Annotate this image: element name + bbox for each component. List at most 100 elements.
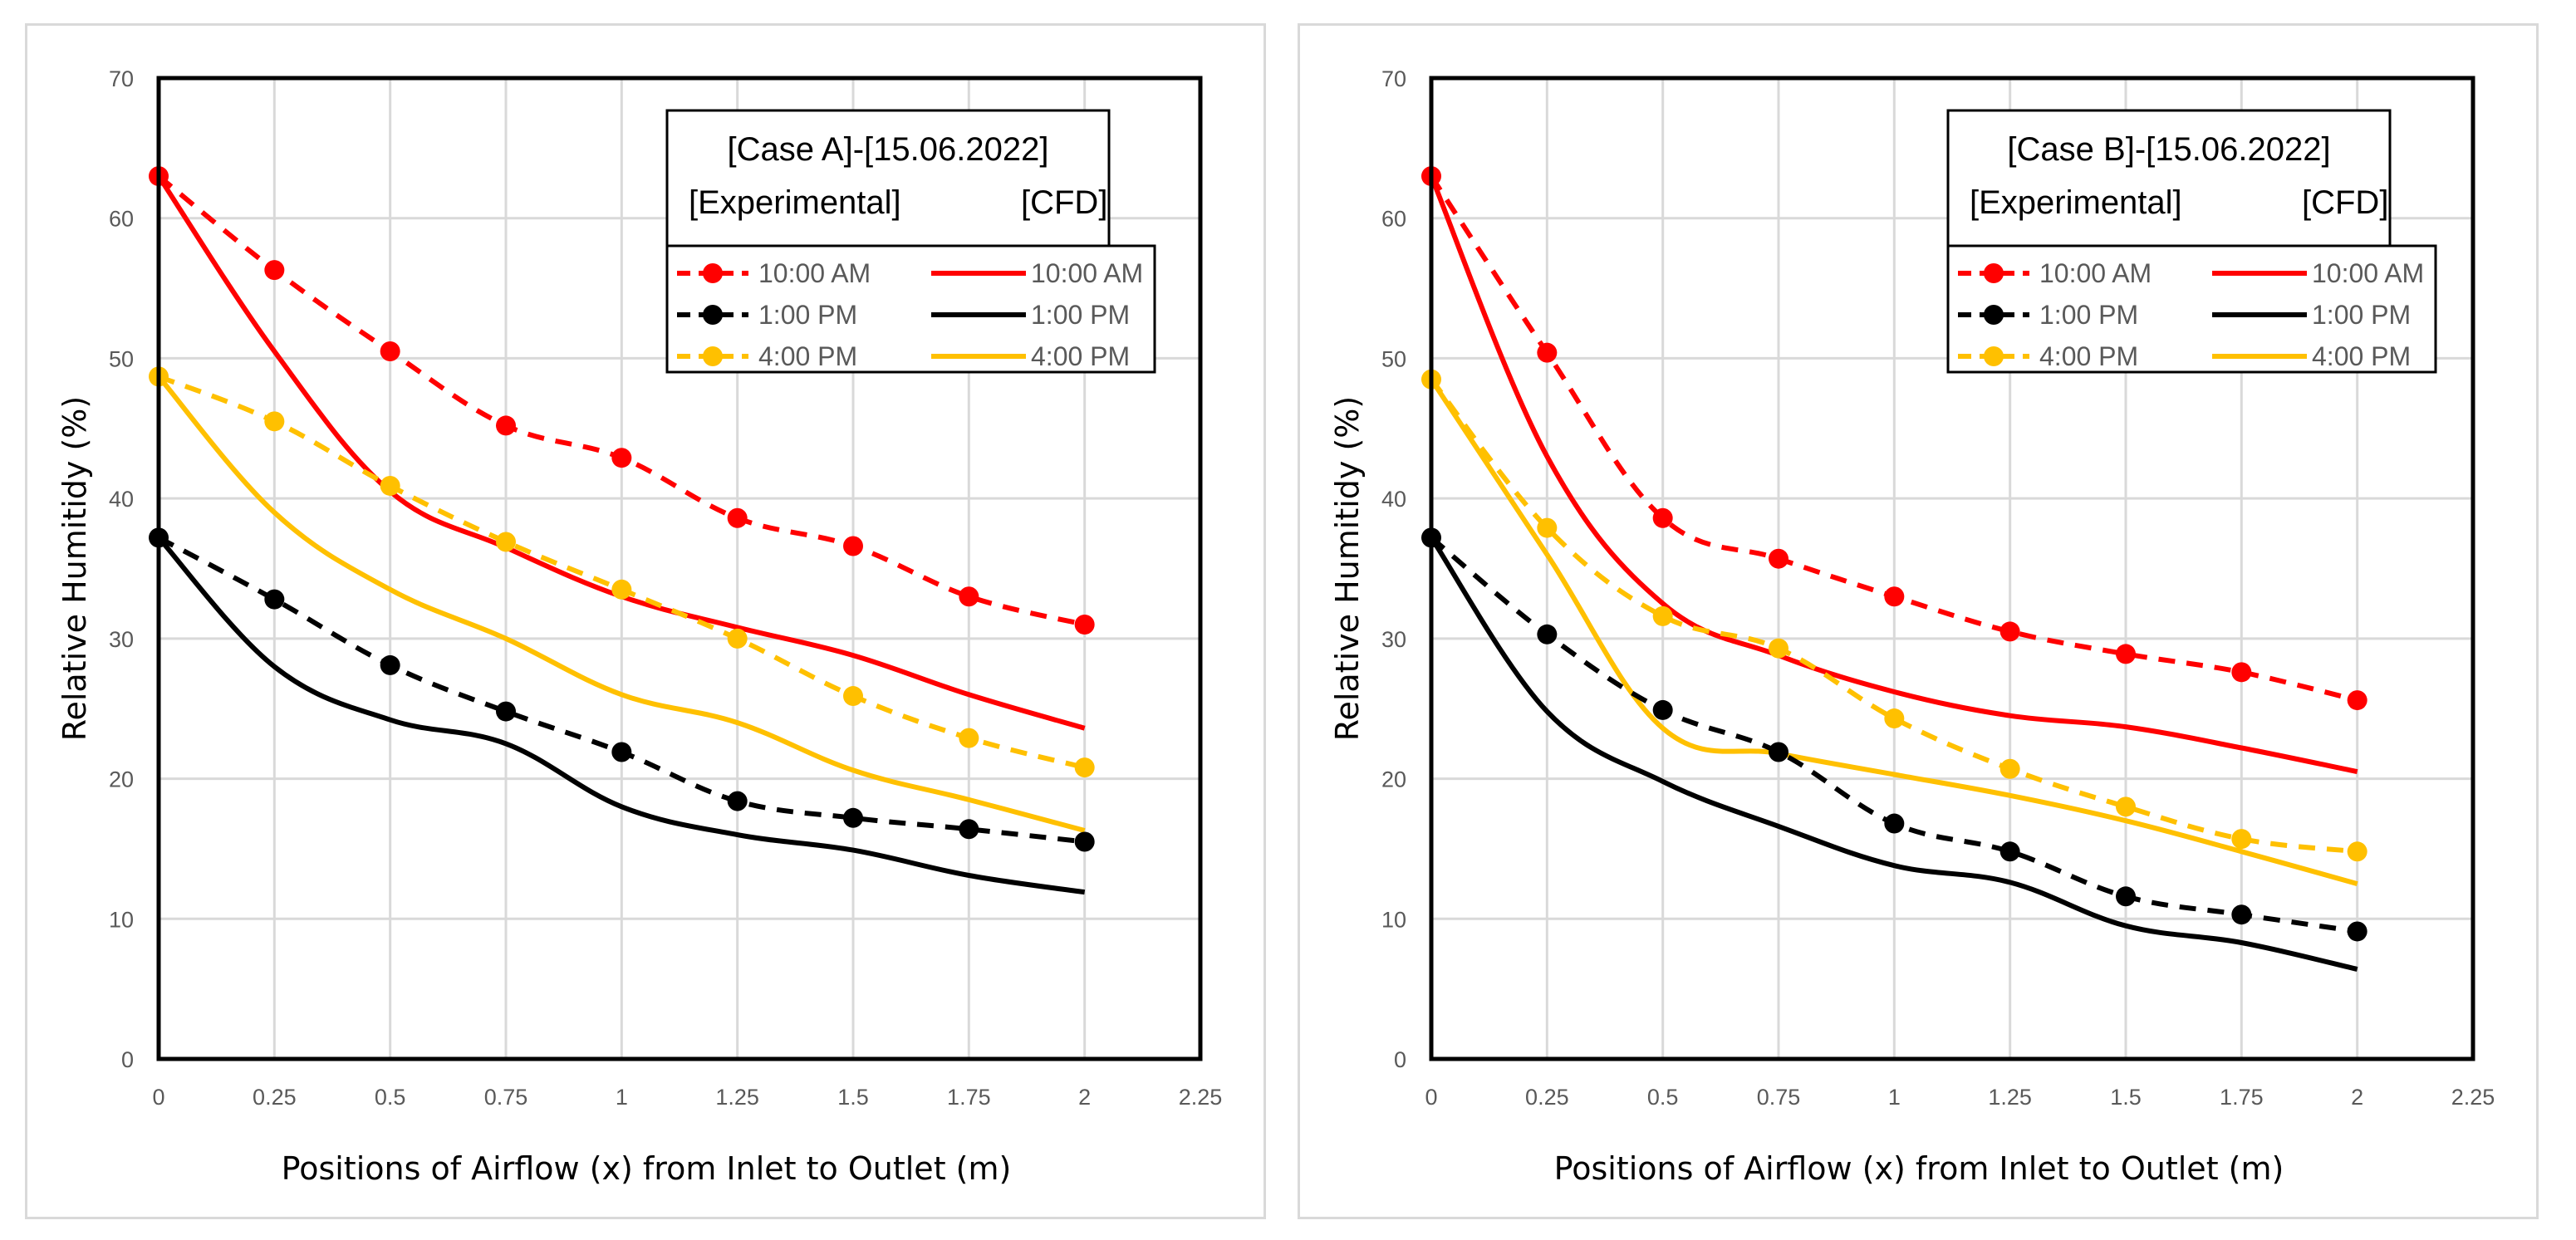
chart-case-b: 0 0.25 0.5 0.75 1 1.25 1.5 1.75 2 2.25 0 10 20 30 40 50… bbox=[1329, 66, 2495, 1187]
data-point-experimental-4-00-pm bbox=[2347, 841, 2367, 862]
y-tick-label: 30 bbox=[109, 627, 134, 652]
data-point-experimental-1-00-pm bbox=[727, 791, 748, 811]
data-point-experimental-10-00-am bbox=[1884, 586, 1905, 607]
legend-title: [Case B]-[15.06.2022] bbox=[2007, 131, 2330, 168]
x-tick-label: 2.25 bbox=[2451, 1085, 2495, 1110]
y-tick-label: 20 bbox=[1381, 767, 1406, 792]
x-tick-label: 1.5 bbox=[837, 1085, 869, 1110]
y-tick-label: 40 bbox=[109, 487, 134, 512]
x-tick-label: 2 bbox=[2351, 1085, 2363, 1110]
x-tick-label: 1 bbox=[1888, 1085, 1901, 1110]
legend-label-experimental-10-00-am: 10:00 AM bbox=[758, 258, 871, 288]
data-point-experimental-4-00-pm bbox=[2116, 796, 2136, 817]
data-point-experimental-4-00-pm bbox=[1999, 758, 2020, 779]
data-point-experimental-10-00-am bbox=[843, 536, 863, 556]
x-tick-label: 2 bbox=[1078, 1085, 1091, 1110]
x-tick-label: 0 bbox=[152, 1085, 164, 1110]
legend-cfd-label: [CFD] bbox=[2302, 184, 2388, 221]
data-point-experimental-1-00-pm bbox=[1652, 699, 1673, 720]
data-point-experimental-4-00-pm bbox=[1769, 638, 1788, 659]
series-line-experimental-10-00-am bbox=[1429, 174, 2358, 703]
plot-area-frame bbox=[1429, 76, 2475, 1061]
legend-marker-experimental-10-00-am bbox=[703, 263, 723, 283]
y-tick-label: 70 bbox=[109, 66, 134, 91]
data-point-experimental-4-00-pm bbox=[1537, 517, 1558, 538]
y-tick-label: 0 bbox=[121, 1047, 134, 1072]
x-tick-label: 1.25 bbox=[715, 1085, 759, 1110]
data-point-experimental-1-00-pm bbox=[496, 701, 516, 722]
y-tick-label: 60 bbox=[1381, 207, 1406, 232]
legend-marker-experimental-1-00-pm bbox=[703, 305, 723, 325]
data-point-experimental-1-00-pm bbox=[1999, 841, 2020, 862]
y-tick-label: 10 bbox=[109, 907, 134, 932]
data-point-experimental-4-00-pm bbox=[496, 532, 516, 552]
series-line-experimental-4-00-pm bbox=[1429, 377, 2358, 855]
legend-label-cfd-4-00-pm: 4:00 PM bbox=[1031, 341, 1130, 371]
y-tick-label: 60 bbox=[109, 207, 134, 232]
legend-label-cfd-10-00-am: 10:00 AM bbox=[2312, 258, 2424, 288]
data-point-experimental-1-00-pm bbox=[1537, 624, 1558, 645]
data-point-experimental-1-00-pm bbox=[611, 742, 632, 762]
x-tick-label: 0.75 bbox=[484, 1085, 528, 1110]
series-line-cfd-10-00-am bbox=[1429, 174, 2358, 775]
legend: 10:00 AM 10:00 AM 1:00 PM 1:00 PM 4:00 PM 4:0… bbox=[1946, 244, 2437, 374]
data-point-experimental-1-00-pm bbox=[959, 819, 979, 840]
y-tick-label: 50 bbox=[1381, 346, 1406, 371]
data-point-experimental-10-00-am bbox=[380, 341, 400, 361]
data-point-experimental-10-00-am bbox=[959, 586, 979, 607]
legend-marker-experimental-1-00-pm bbox=[1984, 305, 2004, 325]
y-axis-title: Relative Humitidy (%) bbox=[56, 396, 93, 741]
data-point-experimental-4-00-pm bbox=[264, 411, 285, 432]
x-tick-label: 0.5 bbox=[375, 1085, 406, 1110]
series-line-cfd-10-00-am bbox=[156, 174, 1086, 731]
x-tick-label: 0.75 bbox=[1757, 1085, 1801, 1110]
data-point-experimental-10-00-am bbox=[1652, 507, 1673, 528]
data-point-experimental-10-00-am bbox=[1769, 548, 1788, 569]
data-point-experimental-1-00-pm bbox=[2231, 904, 2252, 925]
data-point-experimental-4-00-pm bbox=[959, 728, 979, 748]
data-point-experimental-10-00-am bbox=[727, 507, 748, 528]
y-tick-label: 10 bbox=[1381, 907, 1406, 932]
legend-title: [Case A]-[15.06.2022] bbox=[728, 131, 1049, 168]
data-point-experimental-4-00-pm bbox=[1652, 605, 1673, 626]
legend-label-experimental-4-00-pm: 4:00 PM bbox=[758, 341, 857, 371]
legend-label-cfd-4-00-pm: 4:00 PM bbox=[2312, 341, 2411, 371]
legend-marker-experimental-10-00-am bbox=[1984, 263, 2004, 283]
data-point-experimental-10-00-am bbox=[1074, 614, 1095, 635]
y-tick-label: 70 bbox=[1381, 66, 1406, 91]
data-point-experimental-4-00-pm bbox=[380, 475, 400, 496]
legend-label-experimental-1-00-pm: 1:00 PM bbox=[2039, 300, 2138, 330]
x-axis-title: Positions of Airflow (x) from Inlet to O… bbox=[1554, 1150, 2284, 1187]
data-point-experimental-10-00-am bbox=[2231, 662, 2252, 683]
data-point-experimental-4-00-pm bbox=[843, 686, 863, 707]
data-point-experimental-1-00-pm bbox=[264, 589, 285, 610]
chart-panel-case-a: 0 0.25 0.5 0.75 1 1.25 1.5 1.75 2 2.25 0 10 20 30 40 50… bbox=[25, 23, 1266, 1219]
chart-case-a: 0 0.25 0.5 0.75 1 1.25 1.5 1.75 2 2.25 0 10 20 30 40 50… bbox=[56, 66, 1222, 1187]
x-tick-label: 0.5 bbox=[1647, 1085, 1679, 1110]
series-lines bbox=[1421, 166, 2367, 972]
x-tick-label: 1.75 bbox=[2220, 1085, 2264, 1110]
data-point-experimental-4-00-pm bbox=[727, 628, 748, 649]
y-tick-label: 20 bbox=[109, 767, 134, 792]
series-line-cfd-1-00-pm bbox=[156, 536, 1086, 895]
data-point-experimental-10-00-am bbox=[2116, 644, 2136, 664]
x-tick-label: 0 bbox=[1425, 1085, 1437, 1110]
data-point-experimental-1-00-pm bbox=[843, 807, 863, 828]
data-point-experimental-10-00-am bbox=[2347, 690, 2367, 711]
legend-experimental-label: [Experimental] bbox=[1970, 184, 2182, 221]
legend-label-cfd-1-00-pm: 1:00 PM bbox=[1031, 300, 1130, 330]
legend-label-experimental-10-00-am: 10:00 AM bbox=[2039, 258, 2152, 288]
data-point-experimental-4-00-pm bbox=[1074, 757, 1095, 778]
data-point-experimental-1-00-pm bbox=[2116, 886, 2136, 907]
data-point-experimental-4-00-pm bbox=[611, 579, 632, 600]
series-line-cfd-1-00-pm bbox=[1429, 536, 2358, 972]
legend-label-experimental-1-00-pm: 1:00 PM bbox=[758, 300, 857, 330]
series-lines bbox=[149, 166, 1095, 895]
axis-ticks: 0 0.25 0.5 0.75 1 1.25 1.5 1.75 2 2.25 0 10 20 30 40 50… bbox=[109, 66, 1222, 1110]
legend-marker-experimental-4-00-pm bbox=[1984, 346, 2004, 366]
x-tick-label: 1 bbox=[616, 1085, 628, 1110]
data-point-experimental-10-00-am bbox=[1999, 621, 2020, 642]
data-point-experimental-1-00-pm bbox=[1074, 831, 1095, 852]
y-tick-label: 30 bbox=[1381, 627, 1406, 652]
x-tick-label: 0.25 bbox=[1525, 1085, 1569, 1110]
